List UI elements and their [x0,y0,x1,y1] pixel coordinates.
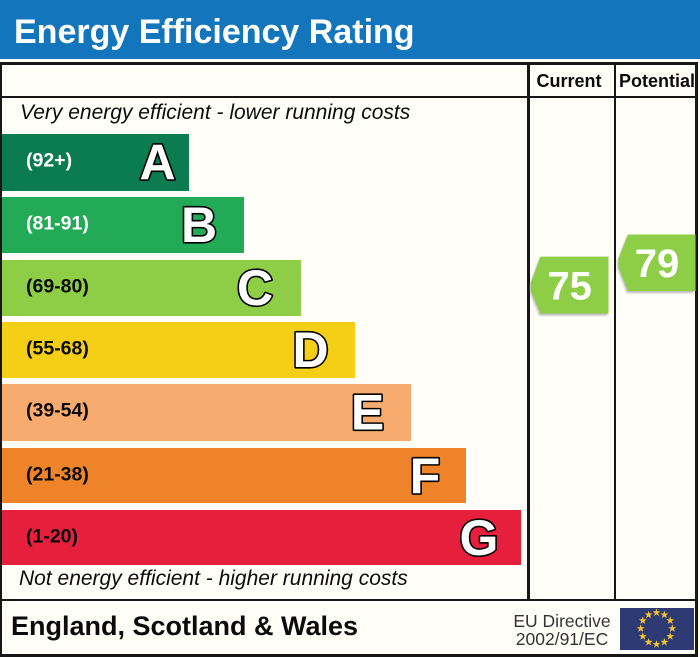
svg-text:G: G [460,510,499,566]
svg-text:D: D [292,322,328,378]
svg-text:A: A [139,134,175,190]
svg-text:75: 75 [547,264,592,308]
svg-text:B: B [181,197,217,253]
svg-text:E: E [351,384,384,440]
svg-text:C: C [237,260,273,316]
svg-text:79: 79 [635,242,680,286]
svg-text:F: F [410,448,441,504]
